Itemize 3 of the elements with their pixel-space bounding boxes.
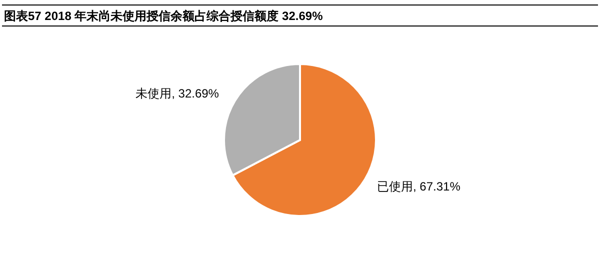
slice-label: 未使用, 32.69% [136,86,220,100]
slice-label: 已使用, 67.31% [377,180,461,194]
chart-title: 图表57 2018 年末尚未使用授信余额占综合授信额度 32.69% [4,9,324,23]
